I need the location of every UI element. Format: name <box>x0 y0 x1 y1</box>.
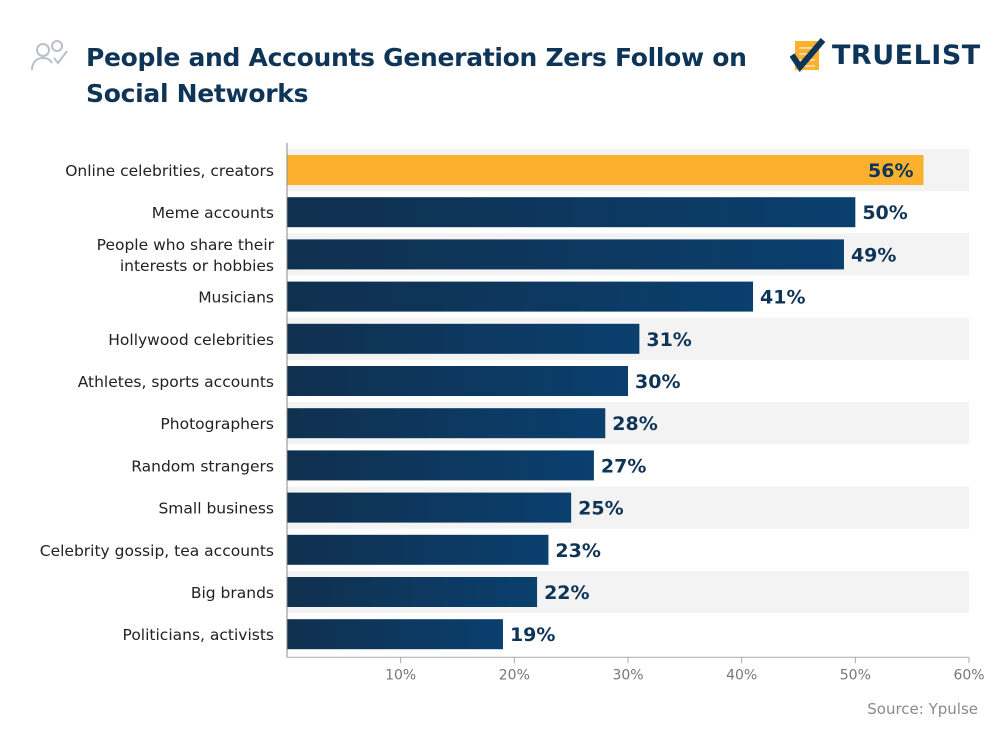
bar <box>287 281 754 312</box>
data-label: 49% <box>851 244 896 266</box>
category-label: Small business <box>158 500 274 518</box>
x-tick-label: 30% <box>612 667 643 683</box>
bar <box>287 450 594 481</box>
x-tick-label: 50% <box>840 667 871 683</box>
x-tick-label: 20% <box>499 667 530 683</box>
bar <box>287 534 549 565</box>
chart-title: People and Accounts Generation Zers Foll… <box>86 43 747 108</box>
bar <box>287 239 844 270</box>
data-label: 31% <box>646 329 691 351</box>
data-label: 28% <box>612 413 657 435</box>
bar <box>287 492 572 523</box>
data-label: 22% <box>544 582 589 604</box>
category-label: People who share their <box>97 236 275 254</box>
data-label: 23% <box>555 540 600 562</box>
category-label: Musicians <box>198 289 274 307</box>
people-check-icon <box>31 40 68 71</box>
category-label: interests or hobbies <box>120 257 274 275</box>
bar <box>287 323 640 354</box>
data-label: 56% <box>868 160 913 182</box>
bar <box>287 366 628 396</box>
category-label: Athletes, sports accounts <box>78 373 274 391</box>
category-label: Politicians, activists <box>123 626 274 644</box>
bar <box>287 197 856 228</box>
bar <box>287 155 924 185</box>
category-label: Random strangers <box>131 457 274 475</box>
bar <box>287 408 606 439</box>
data-label: 27% <box>601 455 646 477</box>
data-label: 41% <box>760 287 805 309</box>
category-label: Photographers <box>160 415 274 433</box>
category-label: Meme accounts <box>152 204 274 222</box>
logo-text: TRUELIST <box>832 39 981 71</box>
checklist-logo-icon <box>790 38 826 72</box>
truelist-logo: TRUELIST <box>790 38 981 72</box>
bar <box>287 619 503 650</box>
category-label: Online celebrities, creators <box>65 162 274 180</box>
x-tick-label: 60% <box>953 667 984 683</box>
category-label: Big brands <box>191 584 274 602</box>
data-label: 50% <box>862 202 907 224</box>
source-note: Source: Ypulse <box>867 700 978 718</box>
x-tick-label: 10% <box>385 667 416 683</box>
x-tick-label: 40% <box>726 667 757 683</box>
bar <box>287 577 538 607</box>
data-label: 19% <box>510 624 555 646</box>
category-label: Celebrity gossip, tea accounts <box>40 542 274 560</box>
data-label: 30% <box>635 371 680 393</box>
data-label: 25% <box>578 498 623 520</box>
category-label: Hollywood celebrities <box>108 331 274 349</box>
